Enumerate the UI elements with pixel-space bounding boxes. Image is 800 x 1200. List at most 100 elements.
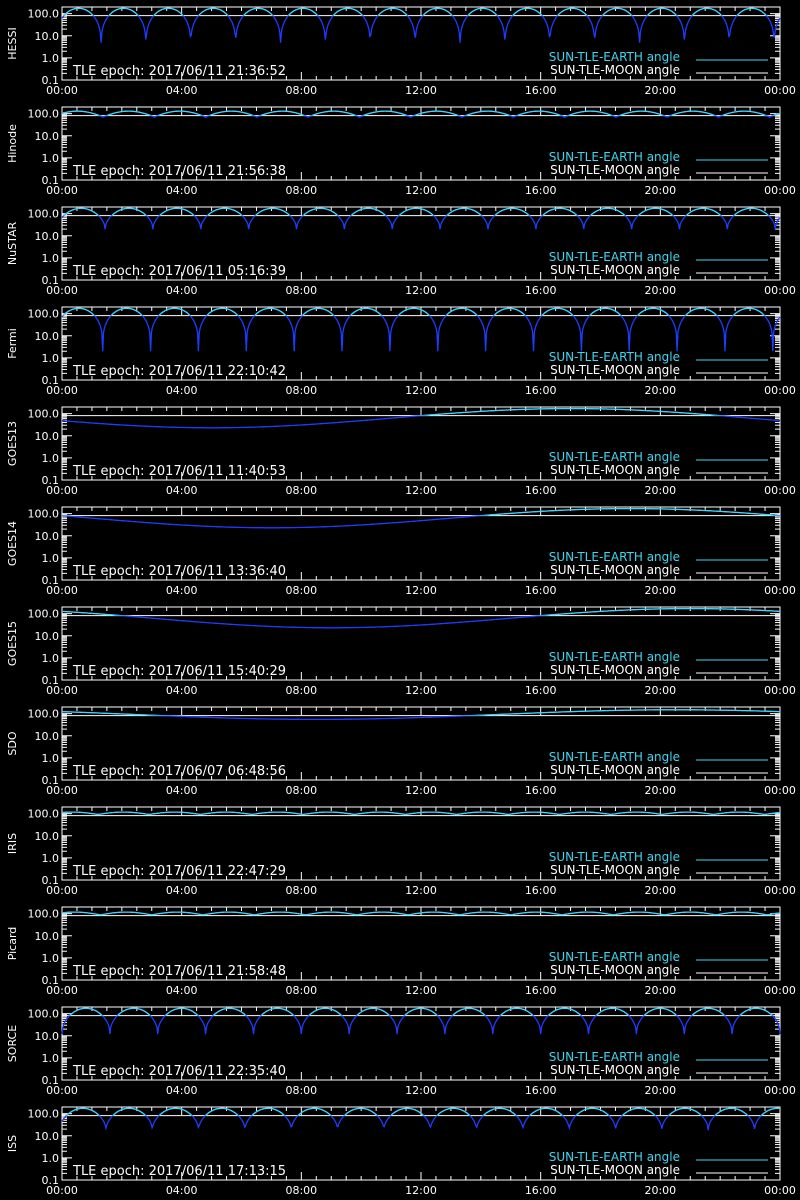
y-tick-label: 100.0 [28, 108, 60, 121]
legend-moon-label: SUN-TLE-MOON angle [550, 163, 680, 177]
legend-earth-label: SUN-TLE-EARTH angle [549, 650, 680, 664]
legend-moon-label: SUN-TLE-MOON angle [550, 1163, 680, 1177]
x-tick-label: 04:00 [166, 584, 198, 597]
x-tick-label: 12:00 [405, 284, 437, 297]
x-tick-label: 12:00 [405, 884, 437, 897]
x-tick-label: 12:00 [405, 784, 437, 797]
x-tick-label: 00:00 [46, 284, 78, 297]
x-tick-label: 04:00 [166, 684, 198, 697]
y-tick-label: 0.1 [42, 674, 60, 687]
axis-frame [61, 806, 781, 881]
legend-earth-label: SUN-TLE-EARTH angle [549, 1150, 680, 1164]
x-tick-label: 00:00 [46, 884, 78, 897]
tle-epoch-label: TLE epoch: 2017/06/11 22:10:42 [72, 364, 286, 379]
axis-frame [61, 6, 781, 81]
panel-name-label: ISS [6, 1135, 19, 1152]
x-tick-label: 16:00 [525, 84, 557, 97]
legend-earth-label: SUN-TLE-EARTH angle [549, 1050, 680, 1064]
panel-picard: 100.010.01.00.100:00 04:00 08:00 12:00 16:00… [6, 906, 796, 997]
panel-name-label: NuSTAR [6, 222, 19, 266]
x-tick-label: 00:00 [764, 784, 796, 797]
panel-iris: 100.010.01.00.100:00 04:00 08:00 12:00 16:00… [6, 806, 796, 897]
panel-name-label: SDO [6, 731, 19, 755]
panel-sdo: 100.010.01.00.100:00 04:00 08:00 12:00 16:00… [6, 706, 796, 797]
legend-earth-label: SUN-TLE-EARTH angle [549, 250, 680, 264]
x-tick-label: 00:00 [46, 1084, 78, 1097]
axis-frame [61, 206, 781, 281]
y-tick-label: 10.0 [35, 530, 60, 543]
x-tick-label: 04:00 [166, 184, 198, 197]
legend-moon-label: SUN-TLE-MOON angle [550, 263, 680, 277]
x-tick-label: 00:00 [764, 584, 796, 597]
panel-name-label: IRIS [6, 833, 19, 854]
x-tick-label: 16:00 [525, 184, 557, 197]
x-tick-label: 12:00 [405, 484, 437, 497]
x-tick-label: 16:00 [525, 284, 557, 297]
y-tick-label: 1.0 [42, 1052, 60, 1065]
tle-epoch-label: TLE epoch: 2017/06/07 06:48:56 [72, 764, 286, 779]
x-tick-label: 20:00 [644, 684, 676, 697]
y-tick-label: 0.1 [42, 774, 60, 787]
tle-epoch-label: TLE epoch: 2017/06/11 11:40:53 [72, 464, 286, 479]
y-tick-label: 0.1 [42, 174, 60, 187]
y-tick-label: 100.0 [28, 308, 60, 321]
x-tick-label: 00:00 [764, 84, 796, 97]
legend-moon-label: SUN-TLE-MOON angle [550, 563, 680, 577]
tle-epoch-label: TLE epoch: 2017/06/11 22:35:40 [72, 1064, 286, 1079]
y-tick-label: 1.0 [42, 752, 60, 765]
legend-moon-label: SUN-TLE-MOON angle [550, 763, 680, 777]
x-tick-label: 16:00 [525, 584, 557, 597]
panel-iss: 100.010.01.00.100:00 04:00 08:00 12:00 16:00… [6, 1106, 796, 1197]
y-tick-label: 10.0 [35, 30, 60, 43]
tle-epoch-label: TLE epoch: 2017/06/11 22:47:29 [72, 864, 286, 879]
y-tick-label: 10.0 [35, 1030, 60, 1043]
panel-goes15: 100.010.01.00.100:00 04:00 08:00 12:00 16:00… [6, 606, 796, 697]
y-tick-label: 10.0 [35, 130, 60, 143]
x-tick-label: 08:00 [285, 984, 317, 997]
earth-angle-curve-highlight [62, 709, 780, 716]
x-tick-label: 20:00 [644, 284, 676, 297]
y-tick-label: 100.0 [28, 708, 60, 721]
x-tick-label: 00:00 [764, 184, 796, 197]
y-tick-label: 10.0 [35, 630, 60, 643]
panel-name-label: Hinode [6, 124, 19, 163]
y-tick-label: 100.0 [28, 208, 60, 221]
x-tick-label: 16:00 [525, 984, 557, 997]
y-tick-label: 1.0 [42, 952, 60, 965]
legend-moon-label: SUN-TLE-MOON angle [550, 463, 680, 477]
y-tick-label: 10.0 [35, 930, 60, 943]
earth-angle-curve-highlight [62, 207, 770, 216]
tle-epoch-label: TLE epoch: 2017/06/11 05:16:39 [72, 264, 286, 279]
x-tick-label: 08:00 [285, 284, 317, 297]
panel-fermi: 100.010.01.00.100:00 04:00 08:00 12:00 16:00… [6, 306, 796, 397]
x-tick-label: 08:00 [285, 584, 317, 597]
x-tick-label: 16:00 [525, 784, 557, 797]
x-tick-label: 12:00 [405, 984, 437, 997]
x-tick-label: 04:00 [166, 84, 198, 97]
legend-earth-label: SUN-TLE-EARTH angle [549, 350, 680, 364]
x-tick-label: 20:00 [644, 1084, 676, 1097]
axis-frame [61, 1006, 781, 1081]
y-tick-label: 1.0 [42, 252, 60, 265]
legend-earth-label: SUN-TLE-EARTH angle [549, 450, 680, 464]
y-tick-label: 0.1 [42, 274, 60, 287]
x-tick-label: 08:00 [285, 884, 317, 897]
y-tick-label: 100.0 [28, 508, 60, 521]
axis-frame [61, 406, 781, 481]
panel-goes14: 100.010.01.00.100:00 04:00 08:00 12:00 16:00… [6, 506, 796, 597]
panel-name-label: GOES13 [6, 421, 19, 466]
x-tick-label: 00:00 [46, 84, 78, 97]
axis-frame [61, 1106, 781, 1181]
x-tick-label: 08:00 [285, 384, 317, 397]
earth-angle-curve-highlight [62, 607, 780, 616]
tle-epoch-label: TLE epoch: 2017/06/11 13:36:40 [72, 564, 286, 579]
tle-epoch-label: TLE epoch: 2017/06/11 21:58:48 [72, 964, 286, 979]
x-tick-label: 04:00 [166, 884, 198, 897]
x-tick-label: 12:00 [405, 84, 437, 97]
x-tick-label: 00:00 [46, 984, 78, 997]
x-tick-label: 08:00 [285, 1084, 317, 1097]
panel-name-label: Fermi [6, 328, 19, 359]
x-tick-label: 00:00 [764, 984, 796, 997]
x-tick-label: 12:00 [405, 584, 437, 597]
